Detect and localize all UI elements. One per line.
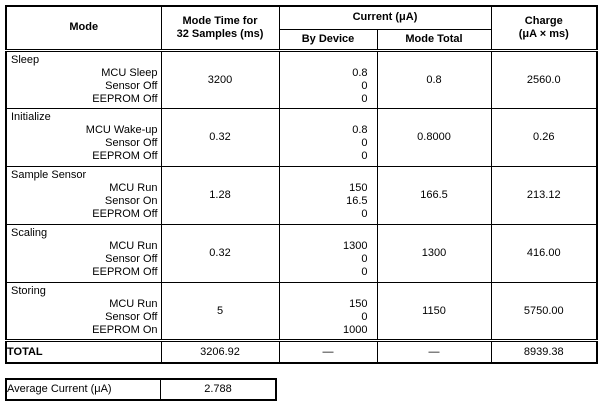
table-row-storing: Storing MCU Run Sensor Off EEPROM On 5 1… bbox=[5, 281, 598, 341]
charge-header-line1: Charge bbox=[524, 14, 563, 27]
device-label: MCU Sleep bbox=[101, 66, 158, 79]
charge-value: 416.00 bbox=[490, 223, 598, 283]
mode-time-value: 5 bbox=[160, 281, 280, 341]
charge-value: 5750.00 bbox=[490, 281, 598, 341]
mode-column-header: Mode bbox=[5, 5, 162, 51]
total-mode-total-value: — bbox=[376, 338, 492, 363]
mode-name: Sleep bbox=[11, 53, 40, 66]
device-label: Sensor On bbox=[104, 194, 158, 207]
spacer bbox=[280, 227, 368, 240]
average-current-label: Average Current (μA) bbox=[5, 378, 161, 400]
by-device-value: 0 bbox=[361, 149, 368, 162]
average-current-value: 2.788 bbox=[160, 378, 277, 400]
total-label: TOTAL bbox=[5, 338, 162, 363]
device-label: EEPROM Off bbox=[92, 207, 158, 220]
mode-time-value: 1.28 bbox=[160, 165, 280, 225]
device-label: MCU Wake-up bbox=[85, 123, 158, 136]
by-device-values: 0.8 0 0 bbox=[278, 107, 378, 167]
by-device-value: 1000 bbox=[343, 323, 368, 336]
table-row-scaling: Scaling MCU Run Sensor Off EEPROM Off 0.… bbox=[5, 223, 598, 283]
mode-total-value: 1300 bbox=[376, 223, 492, 283]
by-device-value: 0 bbox=[361, 92, 368, 105]
device-label: MCU Run bbox=[109, 297, 158, 310]
mode-time-header-line1: Mode Time for bbox=[182, 14, 258, 27]
mode-cell: Initialize MCU Wake-up Sensor Off EEPROM… bbox=[5, 107, 162, 167]
average-current-table: Average Current (μA) 2.788 bbox=[5, 377, 277, 401]
mode-time-value: 0.32 bbox=[160, 107, 280, 167]
mode-name: Storing bbox=[11, 284, 46, 297]
mode-name: Scaling bbox=[11, 226, 48, 239]
by-device-value: 0 bbox=[361, 79, 368, 92]
charge-column-header: Charge (μA × ms) bbox=[490, 5, 598, 51]
device-label: Sensor Off bbox=[105, 136, 158, 149]
by-device-value: 0.8 bbox=[352, 66, 368, 79]
device-label: EEPROM On bbox=[92, 323, 158, 336]
by-device-value: 150 bbox=[349, 181, 368, 194]
mode-time-value: 3200 bbox=[160, 48, 280, 109]
mode-time-column-header: Mode Time for 32 Samples (ms) bbox=[160, 5, 280, 51]
mode-cell: Sample Sensor MCU Run Sensor On EEPROM O… bbox=[5, 165, 162, 225]
mode-cell: Sleep MCU Sleep Sensor Off EEPROM Off bbox=[5, 48, 162, 109]
current-column-group-header: Current (μA) bbox=[278, 5, 492, 30]
device-label: EEPROM Off bbox=[92, 149, 158, 162]
spacer bbox=[280, 111, 368, 124]
by-device-column-header: By Device bbox=[278, 28, 378, 51]
spacer bbox=[280, 54, 368, 67]
mode-name: Initialize bbox=[11, 110, 51, 123]
by-device-value: 0 bbox=[361, 207, 368, 220]
by-device-value: 0 bbox=[361, 136, 368, 149]
by-device-value: 150 bbox=[349, 297, 368, 310]
mode-total-value: 1150 bbox=[376, 281, 492, 341]
device-label: MCU Run bbox=[109, 181, 158, 194]
by-device-value: 0 bbox=[361, 252, 368, 265]
by-device-value: 0 bbox=[361, 310, 368, 323]
charge-value: 2560.0 bbox=[490, 48, 598, 109]
table-row-initialize: Initialize MCU Wake-up Sensor Off EEPROM… bbox=[5, 107, 598, 167]
device-label: Sensor Off bbox=[105, 310, 158, 323]
mode-total-value: 166.5 bbox=[376, 165, 492, 225]
by-device-value: 16.5 bbox=[346, 194, 368, 207]
table-row-total: TOTAL 3206.92 — — 8939.38 bbox=[5, 338, 598, 363]
table-row-sleep: Sleep MCU Sleep Sensor Off EEPROM Off 32… bbox=[5, 48, 598, 109]
mode-cell: Scaling MCU Run Sensor Off EEPROM Off bbox=[5, 223, 162, 283]
by-device-values: 150 0 1000 bbox=[278, 281, 378, 341]
device-label: EEPROM Off bbox=[92, 92, 158, 105]
spacer bbox=[280, 285, 368, 298]
by-device-values: 1300 0 0 bbox=[278, 223, 378, 283]
total-by-device-value: — bbox=[278, 338, 378, 363]
table-row-sample-sensor: Sample Sensor MCU Run Sensor On EEPROM O… bbox=[5, 165, 598, 225]
mode-total-value: 0.8000 bbox=[376, 107, 492, 167]
mode-time-value: 0.32 bbox=[160, 223, 280, 283]
device-label: EEPROM Off bbox=[92, 265, 158, 278]
device-label: Sensor Off bbox=[105, 79, 158, 92]
by-device-value: 0.8 bbox=[352, 123, 368, 136]
total-mode-time-value: 3206.92 bbox=[160, 338, 280, 363]
by-device-values: 150 16.5 0 bbox=[278, 165, 378, 225]
mode-total-column-header: Mode Total bbox=[376, 28, 492, 51]
mode-total-value: 0.8 bbox=[376, 48, 492, 109]
by-device-value: 1300 bbox=[343, 239, 368, 252]
device-label: MCU Run bbox=[109, 239, 158, 252]
by-device-values: 0.8 0 0 bbox=[278, 48, 378, 109]
charge-value: 213.12 bbox=[490, 165, 598, 225]
device-label: Sensor Off bbox=[105, 252, 158, 265]
mode-cell: Storing MCU Run Sensor Off EEPROM On bbox=[5, 281, 162, 341]
average-current-row: Average Current (μA) 2.788 bbox=[5, 378, 277, 400]
power-budget-table: Mode Mode Time for 32 Samples (ms) Curre… bbox=[5, 5, 598, 364]
by-device-value: 0 bbox=[361, 265, 368, 278]
total-charge-value: 8939.38 bbox=[490, 338, 598, 363]
mode-time-header-line2: 32 Samples (ms) bbox=[176, 27, 264, 40]
charge-value: 0.26 bbox=[490, 107, 598, 167]
spacer bbox=[280, 169, 368, 182]
mode-name: Sample Sensor bbox=[11, 168, 87, 181]
charge-header-line2: (μA × ms) bbox=[518, 27, 569, 40]
